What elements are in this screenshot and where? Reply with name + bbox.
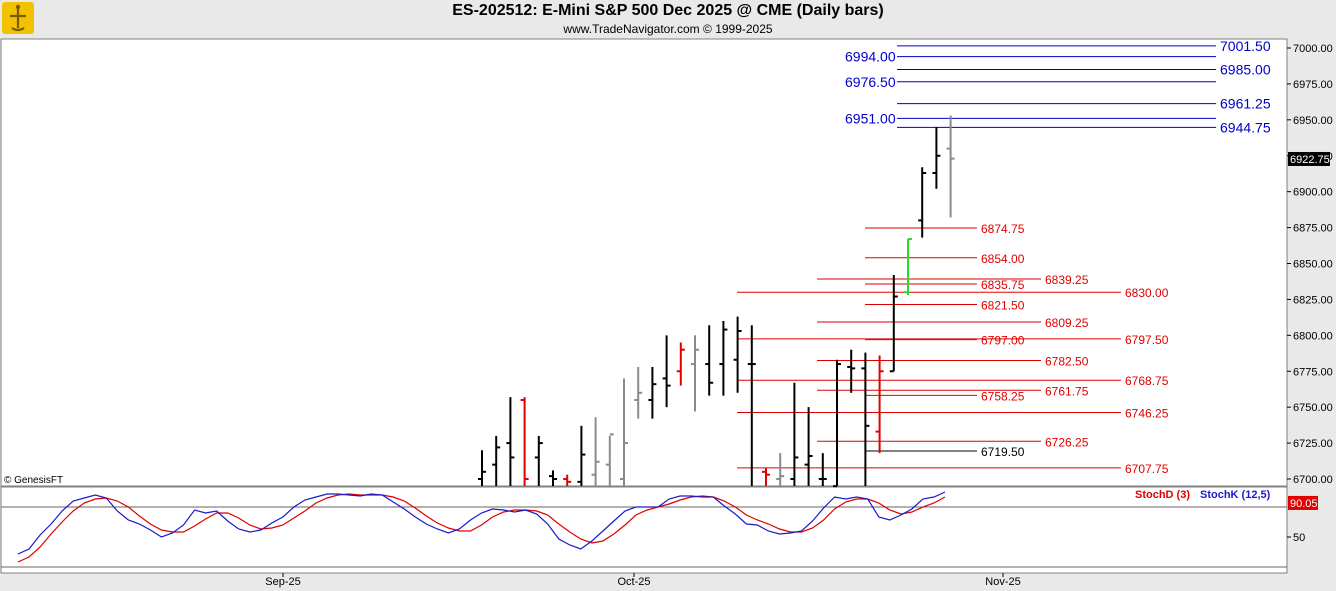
ohlc-bar: [605, 433, 614, 486]
x-tick-label: Sep-25: [265, 576, 300, 588]
ohlc-bar: [833, 359, 841, 488]
stoch-k-label: StochK (12,5): [1200, 489, 1271, 501]
trade-navigator-logo: [2, 2, 34, 34]
ohlc-bar: [520, 397, 529, 486]
stochastic: 50 90.05: [1, 491, 1318, 568]
x-axis: Sep-25 Oct-25 Nov-25: [265, 573, 1021, 588]
chart-title: ES-202512: E-Mini S&P 500 Dec 2025 @ CME…: [452, 2, 884, 19]
level-label: 6830.00: [1125, 286, 1169, 300]
levels: 7001.50 6994.00 6985.00 6976.50 6961.25 6951.…: [737, 38, 1271, 476]
price-panel: [0, 38, 1288, 487]
level-label: 6821.50: [981, 298, 1025, 312]
ohlc-bar: [549, 470, 557, 486]
level-label: 6854.00: [981, 252, 1025, 266]
ohlc-bar: [691, 335, 699, 412]
stoch-last-box: [1288, 495, 1318, 510]
ohlc-bar: [918, 167, 927, 238]
ohlc-bar: [620, 378, 628, 486]
price-tick-label: 6850.00: [1293, 259, 1333, 271]
level-label: 6874.75: [981, 222, 1025, 236]
ohlc-bar: [847, 349, 856, 393]
ohlc-bar: [719, 320, 728, 396]
x-tick-label: Oct-25: [617, 576, 650, 588]
ohlc-bar: [818, 453, 827, 486]
level-label: 6782.50: [1045, 354, 1089, 368]
level-label-blue: 6976.50: [845, 74, 896, 90]
level-label: 6719.50: [981, 445, 1025, 459]
price-tick-label: 6750.00: [1293, 402, 1333, 414]
level-label: 6768.75: [1125, 374, 1169, 388]
level-label: 6797.50: [1125, 333, 1169, 347]
level-label: 6758.25: [981, 389, 1025, 403]
ohlc-bar: [904, 238, 912, 296]
level-label-blue: 7001.50: [1220, 38, 1271, 54]
level-label: 6797.00: [981, 334, 1025, 348]
ohlc-bar: [648, 366, 657, 419]
ohlc-bar: [563, 474, 572, 486]
stoch-k-line: [17, 491, 946, 555]
stoch-d-line: [17, 493, 946, 563]
ohlc-bar: [634, 366, 643, 419]
level-label: 6835.75: [981, 278, 1025, 292]
ohlc-bar: [662, 335, 671, 408]
price-tick-label: 6950.00: [1293, 115, 1333, 127]
ohlc-bar: [492, 435, 501, 486]
level-label: 6726.25: [1045, 435, 1089, 449]
price-tick-label: 6825.00: [1293, 294, 1333, 306]
ohlc-bar: [506, 397, 515, 486]
level-label-blue: 6961.25: [1220, 96, 1271, 112]
ohlc-bar: [534, 435, 543, 486]
ohlc-bar: [790, 382, 799, 486]
stoch-panel: [0, 486, 1288, 574]
last-price-label: 6922.75: [1290, 154, 1330, 166]
level-label: 6746.25: [1125, 407, 1169, 421]
last-price-box: [1288, 151, 1330, 166]
level-label: 6707.75: [1125, 462, 1169, 476]
stoch-tick-label: 50: [1293, 532, 1305, 544]
ohlc-bar: [804, 407, 813, 486]
price-tick-label: 6725.00: [1293, 438, 1333, 450]
ohlc-bars: [478, 115, 955, 488]
price-tick-label: 7000.00: [1293, 43, 1333, 55]
x-tick-label: Nov-25: [985, 576, 1020, 588]
ohlc-bar: [733, 316, 742, 393]
price-tick-label: 6775.00: [1293, 366, 1333, 378]
level-label: 6839.25: [1045, 273, 1089, 287]
stoch-last-value: 90.05: [1290, 498, 1318, 510]
ohlc-bar: [932, 127, 941, 189]
ohlc-bar: [591, 417, 600, 486]
ohlc-bar: [762, 467, 770, 486]
price-axis: 6700.00 6725.00 6750.00 6775.00 6800.00 6825.…: [1286, 39, 1333, 486]
watermark: © GenesisFT: [4, 475, 63, 486]
ohlc-bar: [577, 425, 586, 486]
level-label-blue: 6994.00: [845, 49, 896, 65]
chart-subtitle: www.TradeNavigator.com © 1999-2025: [563, 22, 773, 36]
level-label-blue: 6951.00: [845, 110, 896, 126]
price-tick-label: 6700.00: [1293, 474, 1333, 486]
ohlc-bar: [676, 342, 685, 386]
ohlc-bar: [747, 325, 756, 486]
ohlc-bar: [705, 325, 714, 396]
level-label-blue: 6985.00: [1220, 62, 1271, 78]
level-label: 6761.75: [1045, 384, 1089, 398]
ohlc-bar: [889, 274, 898, 373]
stoch-d-label: StochD (3): [1135, 489, 1190, 501]
price-tick-label: 6975.00: [1293, 79, 1333, 91]
level-label: 6809.25: [1045, 316, 1089, 330]
level-label-blue: 6944.75: [1220, 119, 1271, 135]
ohlc-bar: [478, 450, 486, 486]
ohlc-bar: [776, 453, 785, 486]
ohlc-bar: [946, 115, 955, 218]
ohlc-bar: [861, 352, 870, 486]
price-tick-label: 6900.00: [1293, 187, 1333, 199]
ohlc-bar: [875, 355, 884, 454]
price-tick-label: 6800.00: [1293, 330, 1333, 342]
price-tick-label: 6875.00: [1293, 223, 1333, 235]
